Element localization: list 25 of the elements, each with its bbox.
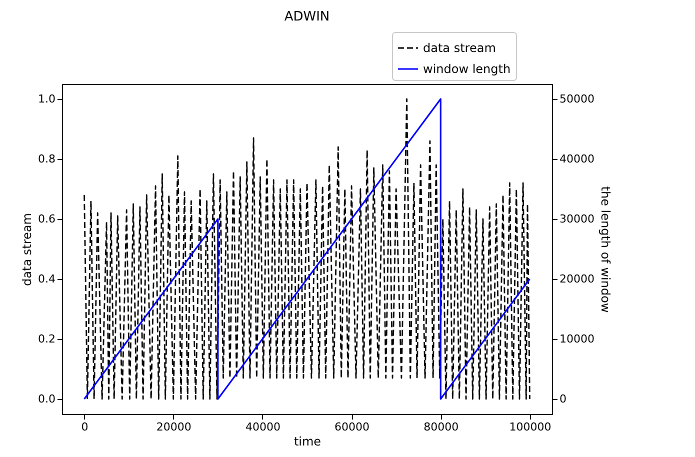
y-tick-label: 0.8 [38,152,56,166]
y-tick-label: 0.0 [38,392,56,406]
legend-label: data stream [423,41,496,55]
y-axis-title: data stream [20,213,34,286]
x-tick-label: 100000 [509,420,552,434]
y2-tick-label: 40000 [560,152,594,166]
y2-tick-label: 0 [560,392,566,406]
y2-tick-label: 20000 [560,272,594,286]
line-series [84,98,530,400]
legend-label: window length [423,62,511,76]
x-axis-title: time [294,434,322,448]
y2-axis-title: the length of window [598,186,612,313]
x-tick-label: 80000 [424,420,459,434]
y2-tick-label: 50000 [560,92,594,106]
y2-tick-label: 30000 [560,212,594,226]
y-tick-label: 0.6 [38,212,56,226]
x-tick-label: 40000 [245,420,280,434]
y-tick-label: 1.0 [38,92,56,106]
y-tick-label: 0.2 [38,332,56,346]
chart-title: ADWIN [284,10,330,24]
y2-tick-label: 10000 [560,332,594,346]
x-tick-label: 0 [81,420,88,434]
y-tick-label: 0.4 [38,272,56,286]
x-tick-label: 20000 [156,420,192,434]
x-tick-label: 60000 [334,420,370,434]
